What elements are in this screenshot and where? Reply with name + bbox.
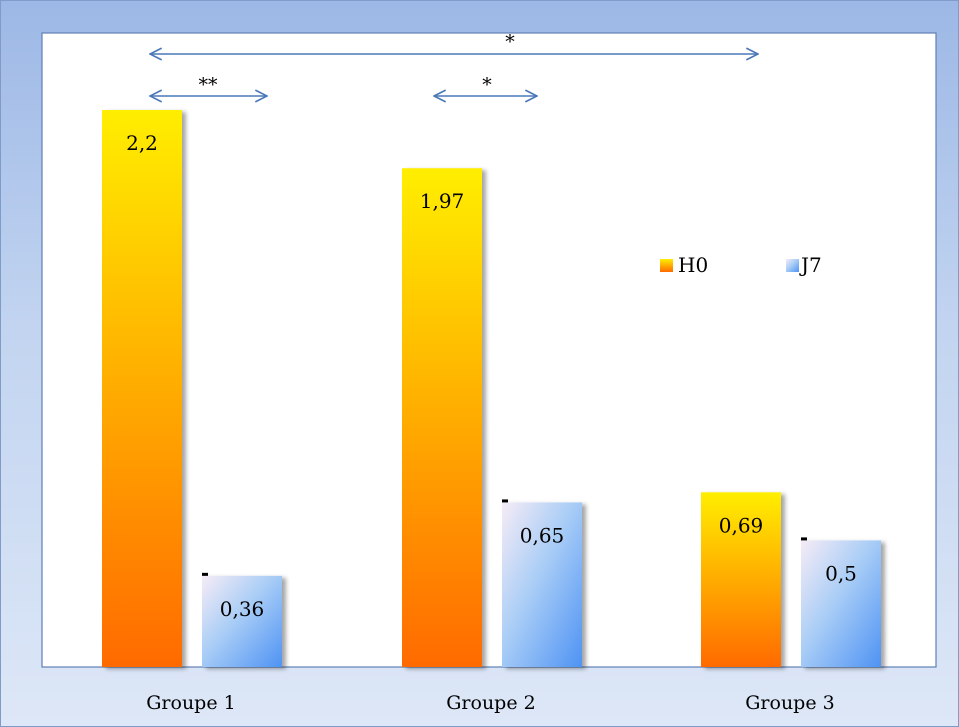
plot-area [41, 32, 937, 668]
bar-h0-1 [102, 110, 182, 667]
data-label-j7-3: 0,5 [825, 561, 857, 585]
bar-j7-1 [202, 575, 282, 667]
bar-j7-2 [502, 502, 582, 667]
bar-h0-2 [402, 168, 482, 667]
data-label-h0-1: 2,2 [126, 131, 158, 155]
legend-label-h0: H0 [678, 253, 708, 277]
bar-h0-3 [701, 492, 781, 667]
significance-label-3: * [482, 74, 492, 96]
legend-swatch-j7 [786, 259, 799, 272]
data-label-h0-2: 1,97 [420, 189, 465, 213]
category-label-1: Groupe 1 [146, 692, 235, 714]
significance-label-1: * [505, 31, 515, 53]
legend-label-j7: J7 [799, 253, 822, 277]
bar-j7-3 [801, 540, 881, 667]
data-label-j7-2: 0,65 [520, 523, 565, 547]
bar-marker-2 [502, 499, 508, 503]
data-label-j7-1: 0,36 [220, 597, 265, 621]
category-label-3: Groupe 3 [745, 692, 834, 714]
bar-marker-3 [801, 537, 807, 541]
bar-marker-1 [202, 572, 208, 576]
legend-swatch-h0 [660, 259, 673, 272]
category-label-2: Groupe 2 [446, 692, 535, 714]
significance-label-2: ** [199, 74, 219, 96]
data-label-h0-3: 0,69 [719, 513, 764, 537]
